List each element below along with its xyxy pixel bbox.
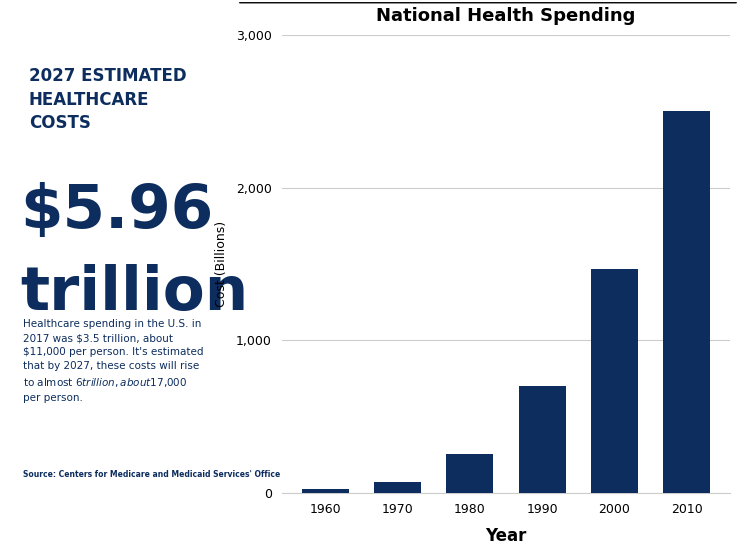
Text: trillion: trillion xyxy=(21,264,249,323)
Bar xyxy=(591,269,638,493)
Title: National Health Spending: National Health Spending xyxy=(376,7,635,25)
Text: 2027 ESTIMATED
HEALTHCARE
COSTS: 2027 ESTIMATED HEALTHCARE COSTS xyxy=(29,67,186,132)
Bar xyxy=(374,482,421,493)
Y-axis label: Cost (Billions): Cost (Billions) xyxy=(214,221,228,307)
Bar xyxy=(663,112,710,493)
Bar xyxy=(519,386,565,493)
Text: Source: Centers for Medicare and Medicaid Services' Office of the Actuary: Source: Centers for Medicare and Medicai… xyxy=(24,470,346,480)
X-axis label: Year: Year xyxy=(485,527,526,545)
Text: Healthcare spending in the U.S. in
2017 was $3.5 trillion, about
$11,000 per per: Healthcare spending in the U.S. in 2017 … xyxy=(24,319,204,403)
Bar xyxy=(446,454,493,493)
Bar xyxy=(301,489,349,493)
Text: $5.96: $5.96 xyxy=(21,182,214,241)
